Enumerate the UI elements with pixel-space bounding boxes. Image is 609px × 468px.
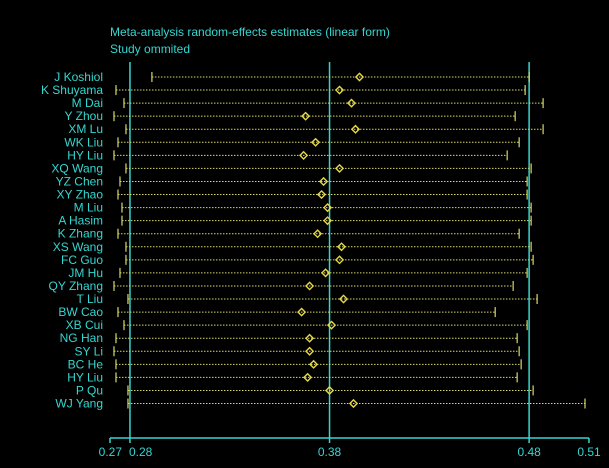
study-label: YZ Chen [56, 174, 103, 188]
estimate-point [308, 359, 319, 369]
study-label: FC Guo [61, 253, 103, 267]
estimate-point [316, 189, 327, 200]
x-tick-label: 0.28 [129, 445, 153, 459]
x-tick-label: 0.48 [517, 445, 541, 459]
study-label: Y Zhou [65, 109, 103, 123]
estimate-point [304, 281, 315, 291]
estimate-point [338, 294, 349, 304]
estimate-point [304, 346, 315, 356]
study-label: T Liu [77, 292, 103, 306]
estimate-point [348, 398, 359, 409]
study-label: JM Hu [68, 266, 103, 280]
study-label: WK Liu [64, 135, 103, 149]
study-label: A Hasim [58, 214, 103, 228]
study-label: NG Han [60, 331, 103, 345]
estimate-point [318, 176, 329, 187]
estimate-point [304, 333, 315, 343]
estimate-point [326, 320, 337, 330]
study-label: HY Liu [67, 370, 103, 384]
study-label: P Qu [76, 383, 103, 397]
study-label: BC He [68, 357, 104, 371]
chart-subtitle: Study ommited [110, 42, 191, 56]
study-label: QY Zhang [49, 279, 103, 293]
study-label: WJ Yang [55, 397, 103, 411]
study-label: M Liu [74, 201, 103, 215]
estimate-point [324, 385, 335, 396]
study-label: XQ Wang [51, 161, 103, 175]
study-label: XS Wang [53, 240, 103, 254]
study-label: J Koshiol [54, 70, 103, 84]
estimate-point [334, 163, 345, 174]
estimate-point [334, 255, 345, 265]
estimate-point [336, 242, 347, 252]
estimate-point [350, 124, 361, 134]
chart-title: Meta-analysis random-effects estimates (… [110, 25, 390, 39]
estimate-point [320, 268, 331, 278]
study-label: BW Cao [58, 305, 103, 319]
estimate-point [354, 72, 365, 82]
estimate-point [297, 307, 307, 317]
x-tick-label: 0.27 [99, 445, 123, 459]
x-tick-label: 0.51 [577, 445, 601, 459]
study-label: K Shuyama [41, 83, 103, 97]
study-label: XM Lu [68, 122, 103, 136]
study-label: M Dai [72, 96, 103, 110]
x-tick-label: 0.38 [318, 445, 342, 459]
study-label: K Zhang [58, 227, 103, 241]
estimate-point [310, 137, 321, 147]
study-label: XB Cui [66, 318, 103, 332]
estimate-point [322, 203, 333, 213]
estimate-point [299, 150, 309, 160]
study-label: XY Zhao [57, 188, 104, 202]
study-label: HY Liu [67, 148, 103, 162]
estimate-point [302, 372, 313, 382]
estimate-point [322, 216, 333, 226]
estimate-point [301, 111, 311, 121]
estimate-point [312, 229, 323, 239]
study-label: SY Li [75, 344, 103, 358]
estimate-point [334, 85, 345, 95]
estimate-point [346, 98, 357, 108]
